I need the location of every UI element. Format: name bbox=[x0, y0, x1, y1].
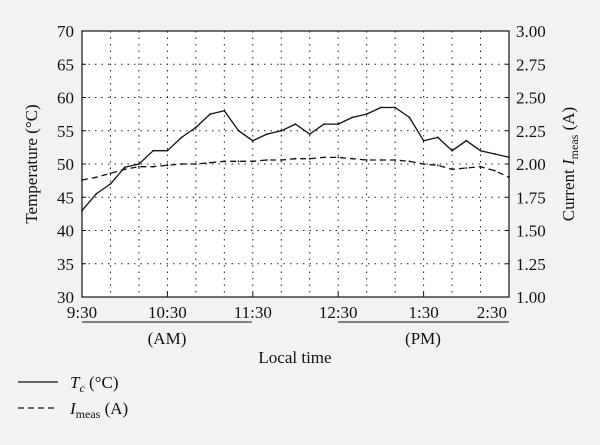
x-tick-label: 10:30 bbox=[148, 303, 187, 322]
series-point-tc bbox=[436, 136, 439, 139]
y-right-tick-label: 2.75 bbox=[516, 55, 546, 74]
series-point-tc bbox=[195, 126, 197, 129]
pm-label: (PM) bbox=[405, 329, 441, 348]
y-left-tick-label: 40 bbox=[57, 222, 74, 241]
y-right-tick-label: 1.50 bbox=[516, 222, 546, 241]
series-point-tc bbox=[223, 109, 226, 112]
legend-label-tc: Tc (°C) bbox=[70, 373, 119, 395]
series-point-tc bbox=[251, 139, 254, 142]
x-tick-label: 9:30 bbox=[67, 303, 97, 322]
y-right-tick-label: 2.25 bbox=[516, 122, 546, 141]
series-point-imeas bbox=[380, 159, 382, 161]
series-point-imeas bbox=[95, 176, 98, 179]
y-right-tick-label: 1.00 bbox=[516, 288, 546, 307]
legend: Tc (°C) Imeas (A) bbox=[18, 373, 128, 421]
series-point-imeas bbox=[294, 157, 297, 160]
y-right-tick-label: 3.00 bbox=[516, 22, 546, 41]
y-right-tick-label: 1.25 bbox=[516, 255, 546, 274]
series-point-tc bbox=[380, 106, 382, 109]
series-point-imeas bbox=[223, 160, 226, 163]
series-point-tc bbox=[166, 149, 169, 152]
series-point-tc bbox=[266, 133, 268, 136]
series-point-imeas bbox=[180, 163, 183, 165]
series-point-imeas bbox=[493, 169, 496, 172]
series-point-imeas bbox=[280, 159, 283, 161]
y-left-tick-label: 45 bbox=[57, 188, 74, 207]
series-point-imeas bbox=[266, 159, 268, 161]
y-left-tick-label: 30 bbox=[57, 288, 74, 307]
series-point-imeas bbox=[422, 163, 425, 165]
x-tick-label: 2:30 bbox=[477, 303, 507, 322]
y-right-axis-title: Current Imeas (A) bbox=[559, 107, 581, 221]
series-point-imeas bbox=[365, 159, 368, 161]
x-axis-title: Local time bbox=[258, 348, 331, 367]
series-point-imeas bbox=[337, 156, 340, 159]
y-left-tick-label: 50 bbox=[57, 155, 74, 174]
series-layer bbox=[81, 106, 510, 212]
x-tick-label: 11:30 bbox=[234, 303, 272, 322]
series-point-imeas bbox=[323, 156, 325, 159]
series-point-tc bbox=[394, 106, 396, 109]
series-point-imeas bbox=[436, 164, 439, 167]
series-point-imeas bbox=[351, 157, 354, 160]
legend-label-imeas: Imeas (A) bbox=[69, 399, 128, 421]
series-point-imeas bbox=[138, 165, 140, 168]
x-tick-label: 1:30 bbox=[408, 303, 438, 322]
axis-ticks: 30 35 40 45 50 55 60 65 70 1.00 1.25 1.50 1.75 2.00 2.… bbox=[57, 22, 546, 322]
series-point-imeas bbox=[209, 161, 212, 164]
series-point-imeas bbox=[308, 157, 311, 160]
y-left-tick-label: 70 bbox=[57, 22, 74, 41]
series-point-imeas bbox=[394, 159, 396, 161]
series-point-tc bbox=[138, 163, 140, 165]
series-point-tc bbox=[294, 123, 297, 125]
series-point-tc bbox=[451, 149, 453, 152]
series-point-tc bbox=[408, 116, 411, 119]
series-point-tc bbox=[351, 116, 354, 119]
y-left-tick-label: 35 bbox=[57, 255, 74, 274]
series-point-imeas bbox=[408, 160, 411, 163]
grid-lines bbox=[82, 31, 509, 297]
plot-area bbox=[82, 31, 509, 297]
series-point-tc bbox=[209, 113, 212, 115]
series-point-tc bbox=[337, 123, 340, 125]
series-point-tc bbox=[109, 183, 112, 185]
series-point-tc bbox=[237, 129, 240, 132]
series-point-tc bbox=[479, 149, 482, 152]
series-point-imeas bbox=[451, 168, 453, 171]
series-point-tc bbox=[152, 149, 155, 152]
series-point-imeas bbox=[152, 165, 155, 168]
y-left-tick-label: 60 bbox=[57, 89, 74, 108]
series-point-imeas bbox=[251, 160, 254, 163]
series-point-tc bbox=[422, 139, 425, 142]
series-point-imeas bbox=[195, 163, 197, 165]
series-point-imeas bbox=[109, 172, 112, 175]
series-point-imeas bbox=[123, 168, 126, 171]
series-point-imeas bbox=[237, 160, 240, 163]
y-right-tick-label: 2.50 bbox=[516, 89, 546, 108]
am-label: (AM) bbox=[148, 329, 187, 348]
series-point-tc bbox=[95, 193, 98, 195]
y-left-axis-title: Temperature (°C) bbox=[22, 104, 41, 223]
series-point-tc bbox=[123, 166, 126, 169]
series-point-tc bbox=[493, 153, 496, 155]
series-point-tc bbox=[280, 129, 283, 132]
series-point-tc bbox=[180, 136, 183, 139]
y-right-tick-label: 2.00 bbox=[516, 155, 546, 174]
y-left-tick-label: 65 bbox=[57, 55, 74, 74]
series-point-imeas bbox=[479, 165, 482, 168]
series-point-tc bbox=[323, 123, 325, 125]
series-point-tc bbox=[465, 139, 468, 142]
series-point-imeas bbox=[465, 167, 468, 169]
y-right-tick-label: 1.75 bbox=[516, 188, 546, 207]
x-tick-label: 12:30 bbox=[319, 303, 358, 322]
series-point-tc bbox=[365, 113, 368, 115]
y-left-tick-label: 55 bbox=[57, 122, 74, 141]
series-point-imeas bbox=[166, 164, 169, 167]
series-point-tc bbox=[308, 133, 311, 136]
